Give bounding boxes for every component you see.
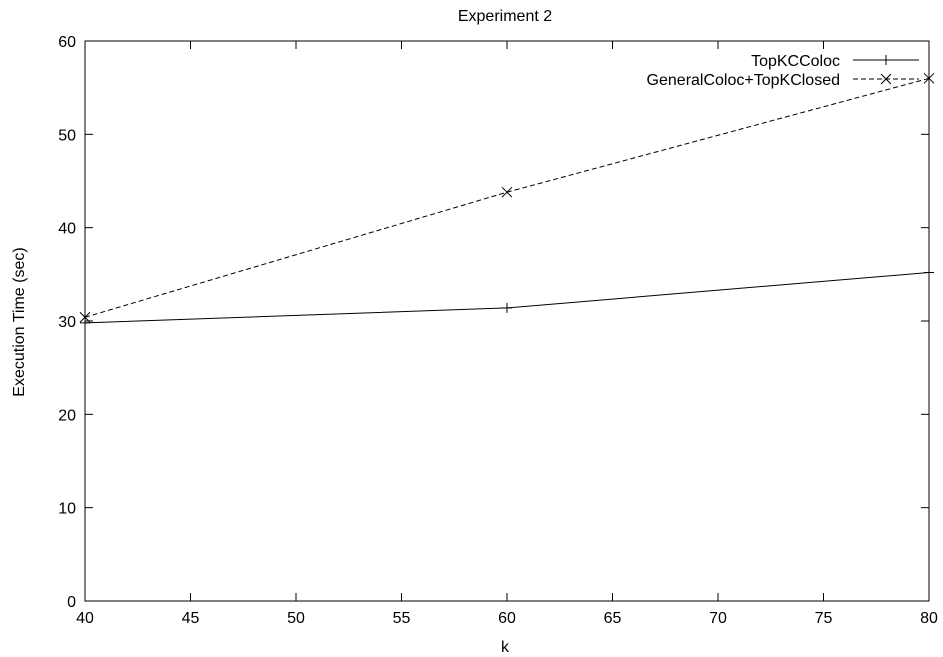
legend-label-1: TopKCColoc — [751, 53, 840, 70]
chart-title: Experiment 2 — [458, 8, 552, 25]
plot-area: 40 45 50 55 60 65 70 75 80 0 10 20 30 40 50 60 — [58, 34, 938, 627]
y-tick-label: 60 — [58, 34, 76, 51]
y-axis-title: Execution Time (sec) — [11, 247, 28, 396]
y-tick-label: 50 — [58, 127, 76, 144]
legend-label-2: GeneralColoc+TopKClosed — [647, 72, 840, 89]
x-tick-label: 65 — [604, 610, 622, 627]
marker-stroke — [923, 72, 935, 84]
series-1-point — [80, 317, 90, 328]
series-1-point — [924, 267, 934, 278]
x-tick-label: 75 — [815, 610, 833, 627]
y-tick-label: 0 — [67, 594, 76, 611]
marker-stroke — [501, 186, 513, 198]
x-axis-title: k — [501, 639, 510, 656]
y-tick-label: 10 — [58, 501, 76, 518]
series-2-point — [79, 311, 91, 323]
x-tick-label: 80 — [920, 610, 938, 627]
y-tick-label: 40 — [58, 221, 76, 238]
series-line-2 — [84, 77, 930, 318]
series-2-point — [923, 72, 935, 84]
plot-frame — [84, 40, 930, 602]
x-tick-label: 60 — [498, 610, 516, 627]
x-tick-label: 45 — [182, 610, 200, 627]
x-tick-label: 50 — [287, 610, 305, 627]
marker-stroke — [79, 311, 91, 323]
marker-stroke — [880, 73, 892, 85]
y-tick-label: 20 — [58, 407, 76, 424]
x-tick-label: 40 — [76, 610, 94, 627]
legend-marker-1 — [881, 55, 891, 65]
series-1-point — [502, 302, 512, 313]
y-tick-label: 30 — [58, 314, 76, 331]
x-tick-label: 55 — [393, 610, 411, 627]
series-2-point — [501, 186, 513, 198]
legend: TopKCColoc GeneralColoc+TopKClosed — [647, 53, 919, 89]
x-tick-label: 70 — [709, 610, 727, 627]
legend-marker-2 — [880, 73, 892, 85]
